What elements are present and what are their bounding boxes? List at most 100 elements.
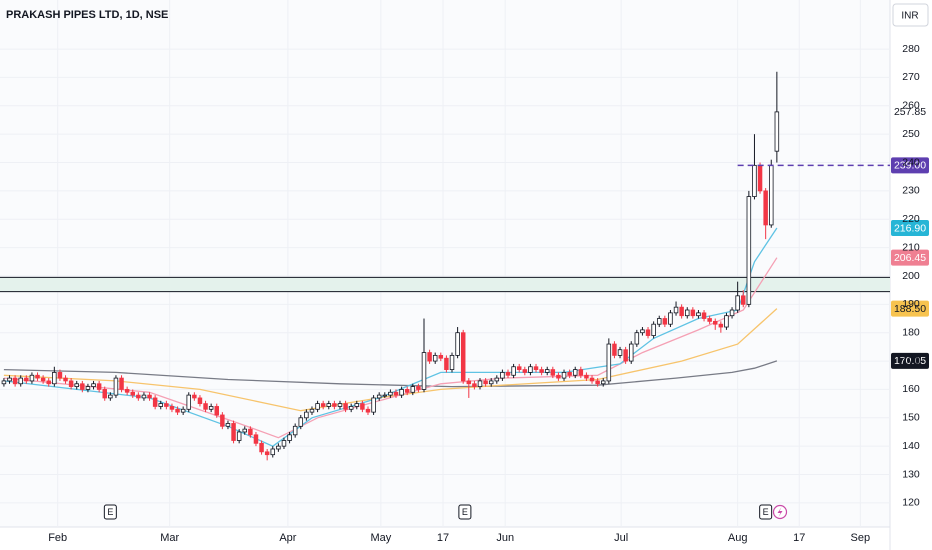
candles xyxy=(1,71,780,461)
candle-body xyxy=(371,397,376,413)
candle-body xyxy=(12,377,18,385)
candle-body xyxy=(225,423,231,427)
y-tick-label: 200 xyxy=(902,270,920,282)
ma-line xyxy=(3,227,778,447)
candle-body xyxy=(707,318,712,322)
candle-body xyxy=(1,380,7,385)
candle-body xyxy=(600,380,606,385)
candle-body xyxy=(774,111,780,152)
candle-body xyxy=(449,354,455,370)
candle-body xyxy=(7,377,12,382)
candle-body xyxy=(696,312,701,317)
event-label: E xyxy=(107,507,113,517)
candle-body xyxy=(102,389,107,399)
x-tick-label: Mar xyxy=(160,532,179,544)
zone xyxy=(0,277,890,292)
price-label: 257.85 xyxy=(894,106,926,118)
candle-body xyxy=(421,352,427,390)
candle-body xyxy=(679,306,684,317)
candle-body xyxy=(516,366,522,370)
candle-body xyxy=(52,372,57,385)
candle-body xyxy=(264,451,270,456)
candle-body xyxy=(287,434,292,441)
price-badge xyxy=(891,103,929,120)
y-tick-label: 190 xyxy=(902,298,920,310)
candle-body xyxy=(236,431,242,441)
candle-body xyxy=(320,403,326,407)
alert-badge xyxy=(891,157,929,174)
y-tick-label: 140 xyxy=(902,440,920,452)
candle-body xyxy=(382,394,388,397)
candle-body xyxy=(124,389,130,393)
candle-body xyxy=(572,369,578,376)
candle-body xyxy=(595,380,600,385)
candle-body xyxy=(410,386,416,393)
candle-body xyxy=(724,315,729,328)
y-tick-label: 250 xyxy=(902,128,920,140)
candle-body xyxy=(662,318,668,325)
candle-body xyxy=(505,372,511,376)
candle-body xyxy=(752,164,757,197)
candle-body xyxy=(623,349,628,362)
candle-body xyxy=(729,309,735,317)
candle-body xyxy=(24,377,29,382)
x-tick-label: 17 xyxy=(793,532,805,544)
price-badge xyxy=(891,220,929,237)
x-tick-label: Jun xyxy=(496,532,514,544)
candle-body xyxy=(259,442,264,453)
candle-body xyxy=(746,196,752,305)
zone-group xyxy=(0,276,890,293)
y-tick-label: 270 xyxy=(902,71,920,83)
candle-body xyxy=(713,320,718,325)
candle-body xyxy=(483,380,488,385)
candle-body xyxy=(315,403,320,410)
candle-body xyxy=(29,374,35,382)
candle-body xyxy=(488,380,494,385)
x-tick-label: Sep xyxy=(851,532,871,544)
candle-body xyxy=(533,366,539,370)
candle-body xyxy=(360,403,365,410)
candle-body xyxy=(578,369,584,376)
candle-body xyxy=(567,372,572,376)
ma-lines xyxy=(3,227,778,447)
candle-body xyxy=(561,372,567,379)
x-tick-label: Jul xyxy=(614,532,628,544)
candle-body xyxy=(477,380,483,387)
candle-body xyxy=(399,389,404,396)
currency-box[interactable] xyxy=(892,3,929,27)
candle-body xyxy=(522,369,528,373)
candle-body xyxy=(556,374,561,379)
candle-body xyxy=(96,383,102,390)
y-tick-label: 230 xyxy=(902,185,920,197)
candle-body xyxy=(281,440,287,447)
candle-body xyxy=(91,383,96,387)
y-tick-label: 160 xyxy=(902,383,920,395)
candle-body xyxy=(152,397,158,407)
candle-body xyxy=(735,295,740,311)
candle-body xyxy=(494,377,500,382)
candle-body xyxy=(337,403,343,407)
candle-body xyxy=(85,386,91,390)
candle-body xyxy=(309,408,315,413)
flash-icon xyxy=(772,504,788,520)
candle-body xyxy=(741,295,746,305)
candle-body xyxy=(628,343,634,362)
candle-body xyxy=(388,391,393,396)
grid xyxy=(0,0,890,527)
candle-body xyxy=(57,372,63,379)
candle-body xyxy=(684,309,690,317)
candle-body xyxy=(253,434,259,444)
price-label: 216.90 xyxy=(894,222,926,234)
candle-body xyxy=(432,354,438,362)
candle-body xyxy=(701,312,707,319)
price-label: 170.05 xyxy=(894,355,926,367)
y-tick-label: 120 xyxy=(902,497,920,509)
candle-body xyxy=(438,354,444,359)
candle-body xyxy=(757,164,763,192)
event-box xyxy=(759,504,773,520)
currency[interactable]: INR xyxy=(901,11,918,22)
candle-body xyxy=(393,391,399,396)
price-badge xyxy=(891,300,929,317)
candle-body xyxy=(769,164,774,226)
candle-body xyxy=(656,318,662,325)
